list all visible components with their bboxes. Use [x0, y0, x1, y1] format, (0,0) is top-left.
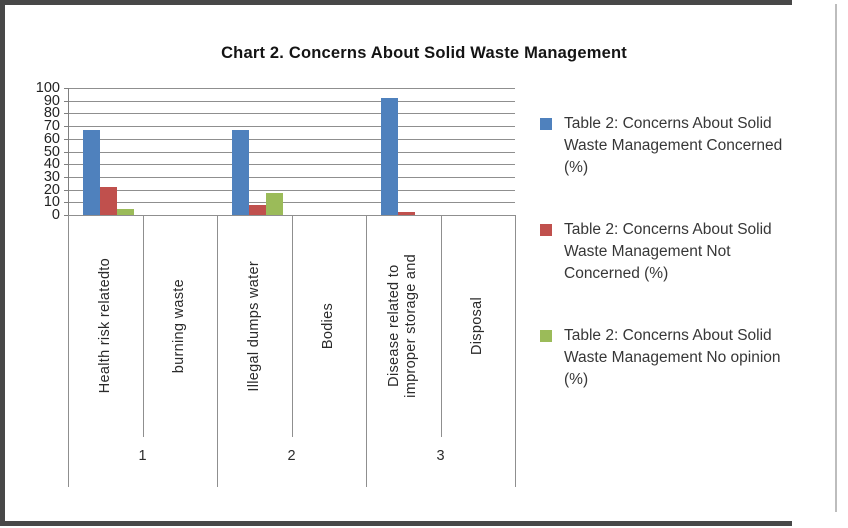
category-label: Bodies — [320, 302, 337, 350]
legend-item: Table 2: Concerns About Solid Waste Manag… — [540, 113, 840, 179]
category-label-cell: Bodies — [293, 218, 366, 434]
category-label: burning waste — [171, 278, 188, 374]
category-divider — [440, 215, 442, 437]
group-divider — [515, 215, 516, 487]
legend-marker — [540, 118, 552, 130]
bar-series2-cat3 — [249, 204, 266, 215]
y-axis-label: 30 — [43, 168, 60, 185]
category-label-cell: Health risk relatedto — [69, 218, 142, 434]
y-axis-label: 40 — [43, 156, 60, 173]
axis-group-label: 3 — [436, 448, 445, 464]
y-axis-label: 100 — [35, 80, 60, 96]
y-axis-label: 80 — [43, 105, 60, 122]
category-label: Disposal — [469, 296, 486, 355]
y-axis-tick — [64, 202, 68, 204]
plot-gridline — [68, 113, 515, 115]
legend-marker — [540, 330, 552, 342]
plot-gridline — [68, 138, 515, 140]
plot-gridline — [68, 88, 515, 89]
category-label-cell: Disease related to improper storage and — [367, 218, 440, 434]
y-axis-label: 50 — [43, 143, 60, 160]
y-axis-tick — [64, 164, 68, 166]
y-axis-tick — [64, 189, 68, 191]
group-divider — [217, 215, 218, 487]
bar-series1-cat3 — [232, 129, 249, 215]
y-axis-tick — [64, 138, 68, 140]
group-divider — [366, 215, 367, 487]
bar-series2-cat1 — [100, 187, 117, 215]
frame-border-bottom — [0, 521, 792, 526]
legend-label: Table 2: Concerns About Solid Waste Manag… — [564, 327, 781, 388]
category-label-cell: Disposal — [442, 218, 515, 434]
plot-gridline — [68, 202, 515, 204]
y-axis-label: 60 — [43, 130, 60, 147]
legend-label: Table 2: Concerns About Solid Waste Manag… — [564, 221, 772, 282]
bar-series2-cat5 — [398, 212, 415, 215]
frame-border-left — [0, 0, 5, 523]
plot-gridline — [68, 126, 515, 128]
y-axis-tick — [64, 151, 68, 153]
y-axis-label: 0 — [51, 207, 60, 223]
y-axis-tick — [64, 215, 68, 216]
axis-group-label: 1 — [138, 448, 147, 464]
y-axis-tick — [64, 88, 68, 89]
y-axis-label: 70 — [43, 118, 60, 135]
y-axis-line — [68, 88, 69, 221]
category-label-cell: Illegal dumps water — [218, 218, 291, 434]
plot-gridline — [68, 100, 515, 102]
y-axis-tick — [64, 113, 68, 115]
legend-label: Table 2: Concerns About Solid Waste Manag… — [564, 115, 783, 176]
plot-gridline — [68, 176, 515, 178]
legend-marker — [540, 224, 552, 236]
bar-series1-cat1 — [83, 129, 100, 215]
y-axis-tick — [64, 176, 68, 178]
category-label: Illegal dumps water — [245, 260, 262, 392]
frame-border-right — [835, 4, 837, 512]
plot-gridline — [68, 151, 515, 153]
axis-group-label: 2 — [287, 448, 296, 464]
category-divider — [142, 215, 144, 437]
category-label: Disease related to improper storage and — [386, 254, 420, 398]
category-label-cell: burning waste — [144, 218, 217, 434]
category-label: Health risk relatedto — [96, 258, 113, 394]
y-axis-label: 10 — [43, 194, 60, 211]
bar-series3-cat3 — [266, 193, 283, 215]
frame-border-top — [0, 0, 792, 5]
chart-title: Chart 2. Concerns About Solid Waste Mana… — [221, 44, 627, 62]
legend-item: Table 2: Concerns About Solid Waste Manag… — [540, 325, 840, 391]
y-axis-label: 20 — [43, 181, 60, 198]
y-axis-tick — [64, 126, 68, 128]
group-divider — [68, 215, 69, 487]
legend-item: Table 2: Concerns About Solid Waste Manag… — [540, 219, 840, 285]
y-axis-tick — [64, 100, 68, 102]
plot-gridline — [68, 189, 515, 191]
y-axis-label: 90 — [43, 92, 60, 109]
category-divider — [291, 215, 293, 437]
bar-series3-cat1 — [117, 208, 134, 215]
plot-gridline — [68, 164, 515, 166]
legend: Table 2: Concerns About Solid Waste Manag… — [540, 113, 840, 431]
bar-series1-cat5 — [381, 98, 398, 215]
